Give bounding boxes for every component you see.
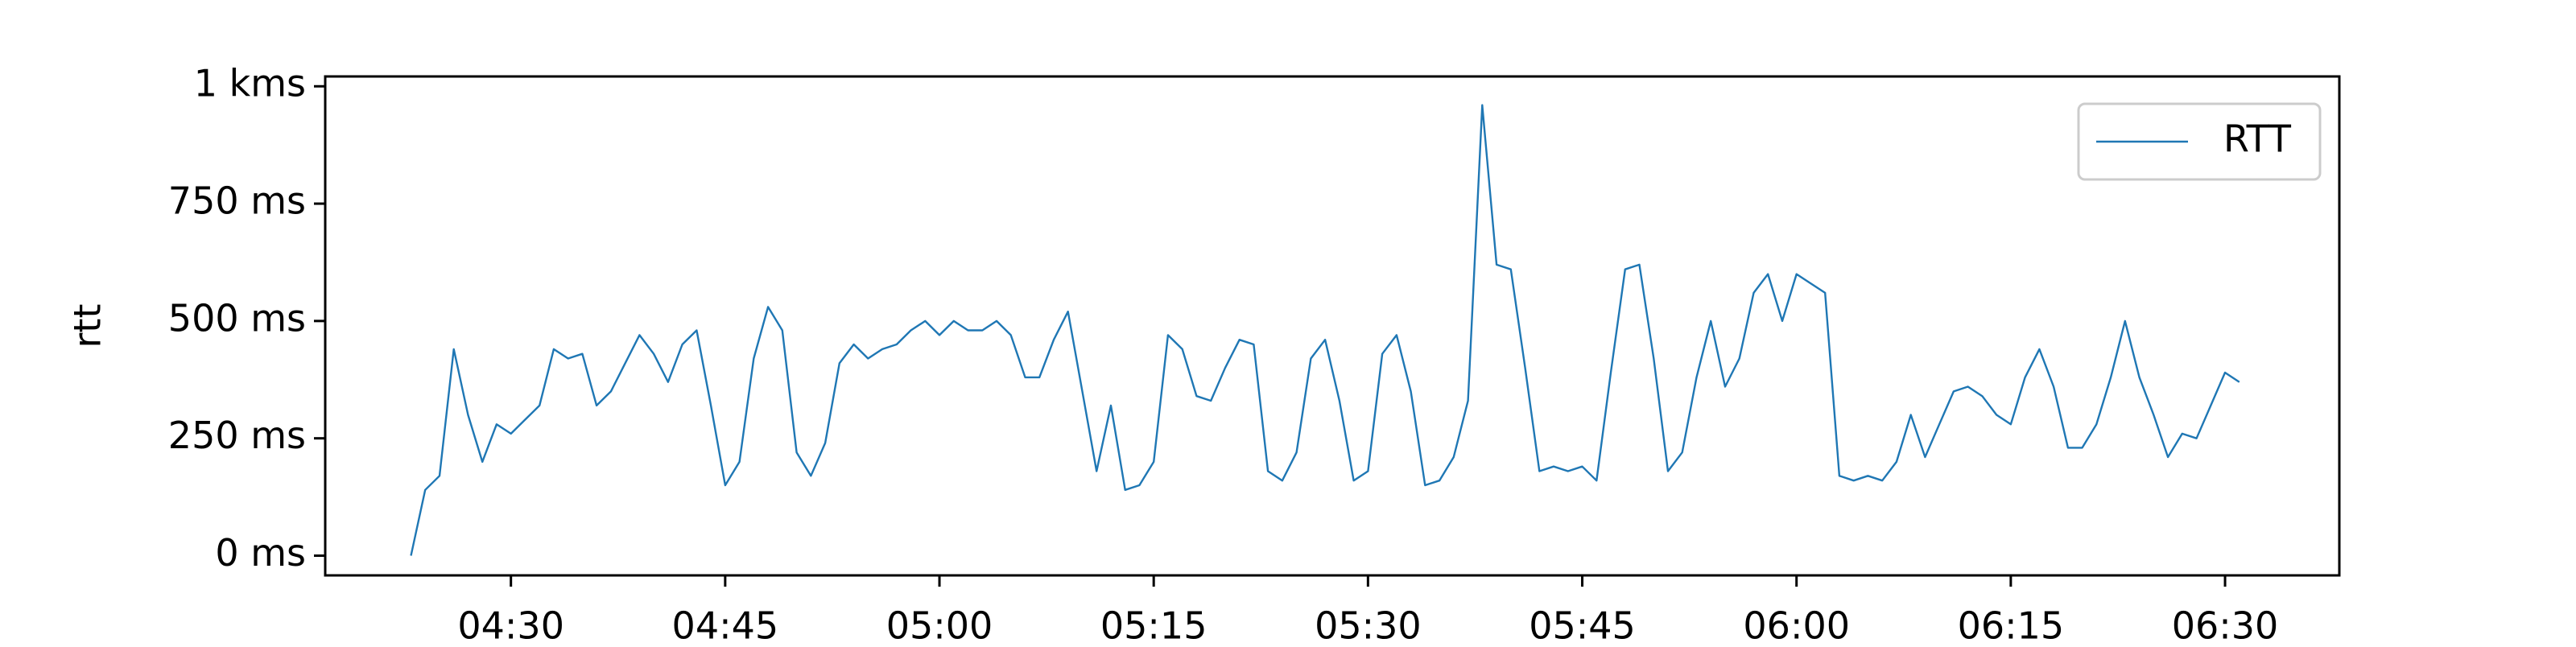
x-tick-label: 05:00 [886,604,993,645]
y-tick-label: 750 ms [168,179,306,223]
x-tick-label: 05:15 [1100,604,1208,645]
line-series [410,104,2240,556]
x-tick-label: 06:30 [2172,604,2279,645]
y-tick-label: 250 ms [168,414,306,457]
x-tick-label: 04:30 [457,604,564,645]
legend-box [2077,102,2322,181]
y-axis-label: rtt [66,304,109,348]
x-tick-label: 04:45 [672,604,779,645]
x-tick-label: 05:30 [1315,604,1422,645]
x-tick-label: 05:45 [1529,604,1636,645]
x-tick-label: 06:15 [1958,604,2065,645]
y-tick-label: 0 ms [215,531,306,575]
legend-label: RTT [2223,117,2292,161]
y-tick-label: 1 kms [194,62,306,105]
axes-frame [324,75,2341,577]
y-tick-label: 500 ms [168,296,306,340]
x-tick-label: 06:00 [1743,604,1850,645]
